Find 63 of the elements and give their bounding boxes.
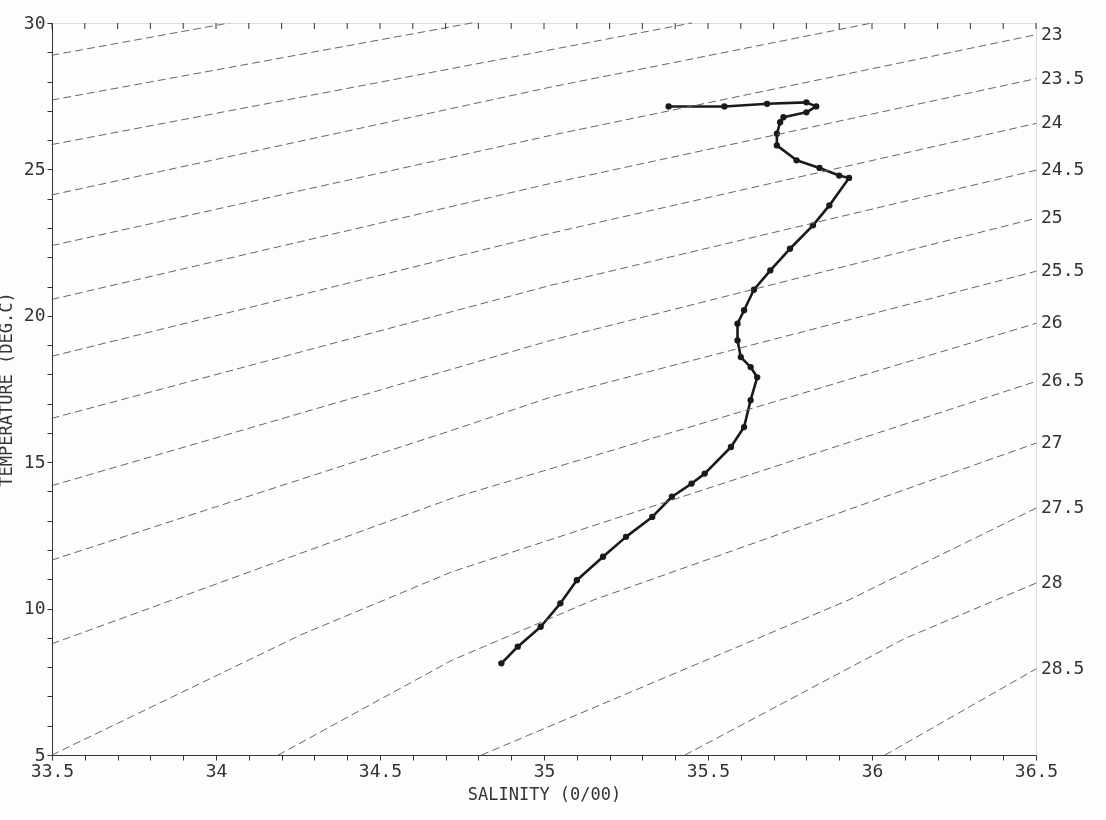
line-series bbox=[51, 270, 1037, 561]
series-label: 24 bbox=[1041, 111, 1063, 133]
point bbox=[780, 114, 787, 121]
y-tick-label: 10 bbox=[23, 597, 46, 619]
series-label: 23.5 bbox=[1041, 66, 1085, 88]
point bbox=[747, 396, 754, 404]
point bbox=[498, 660, 505, 667]
x-tick-label: 36 bbox=[861, 759, 884, 781]
y-tick-label: 20 bbox=[23, 304, 46, 326]
y-tick-label: 30 bbox=[23, 11, 46, 33]
x-tick-label: 34.5 bbox=[358, 759, 403, 781]
point bbox=[740, 307, 748, 314]
point bbox=[668, 493, 676, 500]
series-label: 25.5 bbox=[1041, 259, 1085, 281]
point bbox=[701, 470, 708, 477]
series-label: 26 bbox=[1041, 311, 1063, 333]
point bbox=[767, 267, 774, 274]
y-tick-label: 25 bbox=[23, 157, 46, 179]
y-tick-label: 15 bbox=[23, 450, 46, 472]
point bbox=[514, 643, 521, 650]
point bbox=[740, 423, 748, 431]
x-tick-label: 35 bbox=[533, 759, 556, 781]
point bbox=[557, 600, 564, 607]
point bbox=[754, 374, 761, 381]
point bbox=[734, 320, 741, 327]
point bbox=[826, 202, 833, 209]
point bbox=[777, 119, 784, 126]
point bbox=[836, 172, 843, 179]
point bbox=[734, 337, 741, 344]
series-label: 27.5 bbox=[1041, 496, 1085, 518]
point bbox=[773, 142, 781, 149]
point bbox=[599, 553, 607, 560]
point bbox=[793, 157, 800, 164]
point bbox=[688, 480, 695, 487]
point bbox=[813, 103, 820, 110]
point bbox=[665, 103, 672, 110]
point bbox=[747, 363, 754, 371]
x-axis-title: SALINITY (0/00) bbox=[467, 783, 622, 804]
point bbox=[816, 164, 823, 172]
series-label: 28.5 bbox=[1041, 656, 1085, 678]
point bbox=[786, 245, 794, 252]
point bbox=[721, 103, 728, 110]
series-label: 25 bbox=[1041, 206, 1063, 228]
series-label: 27 bbox=[1041, 431, 1063, 453]
series-label: 28 bbox=[1041, 571, 1063, 593]
line-series bbox=[277, 442, 1037, 756]
point bbox=[622, 533, 630, 541]
point bbox=[763, 100, 771, 107]
series-label: 24.5 bbox=[1041, 158, 1085, 180]
x-tick-label: 35.5 bbox=[686, 759, 731, 781]
x-tick-label: 34 bbox=[205, 759, 228, 781]
series-label: 23 bbox=[1041, 22, 1063, 44]
series-label: 26.5 bbox=[1041, 369, 1085, 391]
point bbox=[803, 99, 810, 106]
x-tick-label: 36.5 bbox=[1014, 759, 1059, 781]
point bbox=[737, 353, 744, 361]
point bbox=[727, 443, 735, 451]
point bbox=[537, 623, 544, 630]
point bbox=[573, 577, 580, 584]
point bbox=[803, 109, 810, 116]
point bbox=[845, 174, 853, 182]
y-tick-label: 5 bbox=[34, 743, 46, 765]
point bbox=[649, 513, 656, 521]
